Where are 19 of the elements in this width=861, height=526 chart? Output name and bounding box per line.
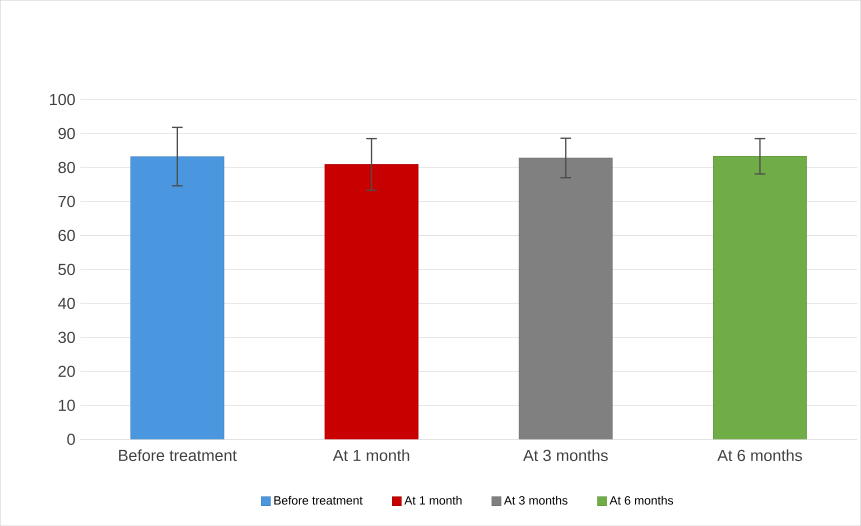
y-tick-label: 60 bbox=[58, 230, 75, 241]
x-tick-label: At 3 months bbox=[523, 449, 608, 461]
y-tick-label: 90 bbox=[58, 128, 75, 140]
y-tick-label: 0 bbox=[67, 434, 75, 445]
y-tick-label: 10 bbox=[58, 400, 75, 411]
y-tick-label: 30 bbox=[58, 332, 75, 343]
x-tick-label: At 1 month bbox=[332, 449, 410, 461]
y-tick-label: 80 bbox=[58, 162, 75, 174]
y-tick-label: 50 bbox=[58, 264, 75, 275]
x-tick-label: Before treatment bbox=[119, 449, 237, 461]
y-tick-label: 70 bbox=[58, 196, 75, 208]
legend-label: Before treatment bbox=[274, 496, 363, 505]
y-tick-label: 100 bbox=[50, 94, 75, 106]
legend-label: At 6 months bbox=[610, 496, 674, 505]
x-tick-label: At 6 months bbox=[717, 449, 802, 461]
legend-label: At 3 months bbox=[504, 496, 568, 505]
y-tick-label: 20 bbox=[58, 366, 75, 377]
legend-label: At 1 month bbox=[404, 496, 462, 505]
y-tick-label: 40 bbox=[58, 298, 75, 309]
